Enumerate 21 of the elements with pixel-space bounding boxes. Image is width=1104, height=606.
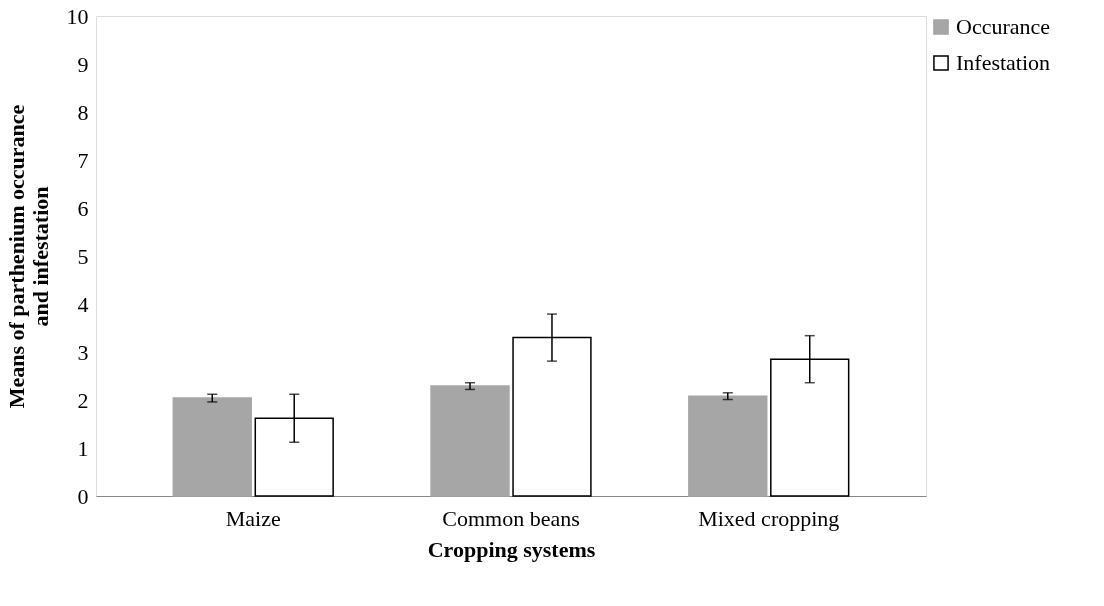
legend-label: Occurance [956, 14, 1051, 39]
x-axis-title: Cropping systems [427, 536, 596, 562]
y-tick-label: 0 [77, 483, 89, 509]
y-tick-label: 6 [77, 195, 89, 221]
bar [688, 395, 768, 497]
y-tick-label: 4 [77, 291, 89, 317]
y-tick-label: 2 [77, 387, 89, 413]
y-tick-label: 3 [77, 339, 89, 365]
x-tick-label: Mixed cropping [698, 505, 840, 531]
y-tick-label: 7 [77, 147, 89, 173]
y-tick-label: 1 [77, 435, 89, 461]
y-tick-label: 5 [77, 243, 89, 269]
y-axis-title: Means of parthenium occurance and infestation [3, 104, 53, 409]
bar [172, 397, 252, 497]
bar [430, 385, 510, 497]
y-tick-label: 10 [66, 3, 89, 29]
x-tick-label: Maize [225, 505, 281, 531]
y-tick-label: 9 [77, 51, 89, 77]
x-tick-label: Common beans [442, 505, 580, 531]
legend-label: Infestation [956, 50, 1051, 75]
y-tick-label: 8 [77, 99, 89, 125]
